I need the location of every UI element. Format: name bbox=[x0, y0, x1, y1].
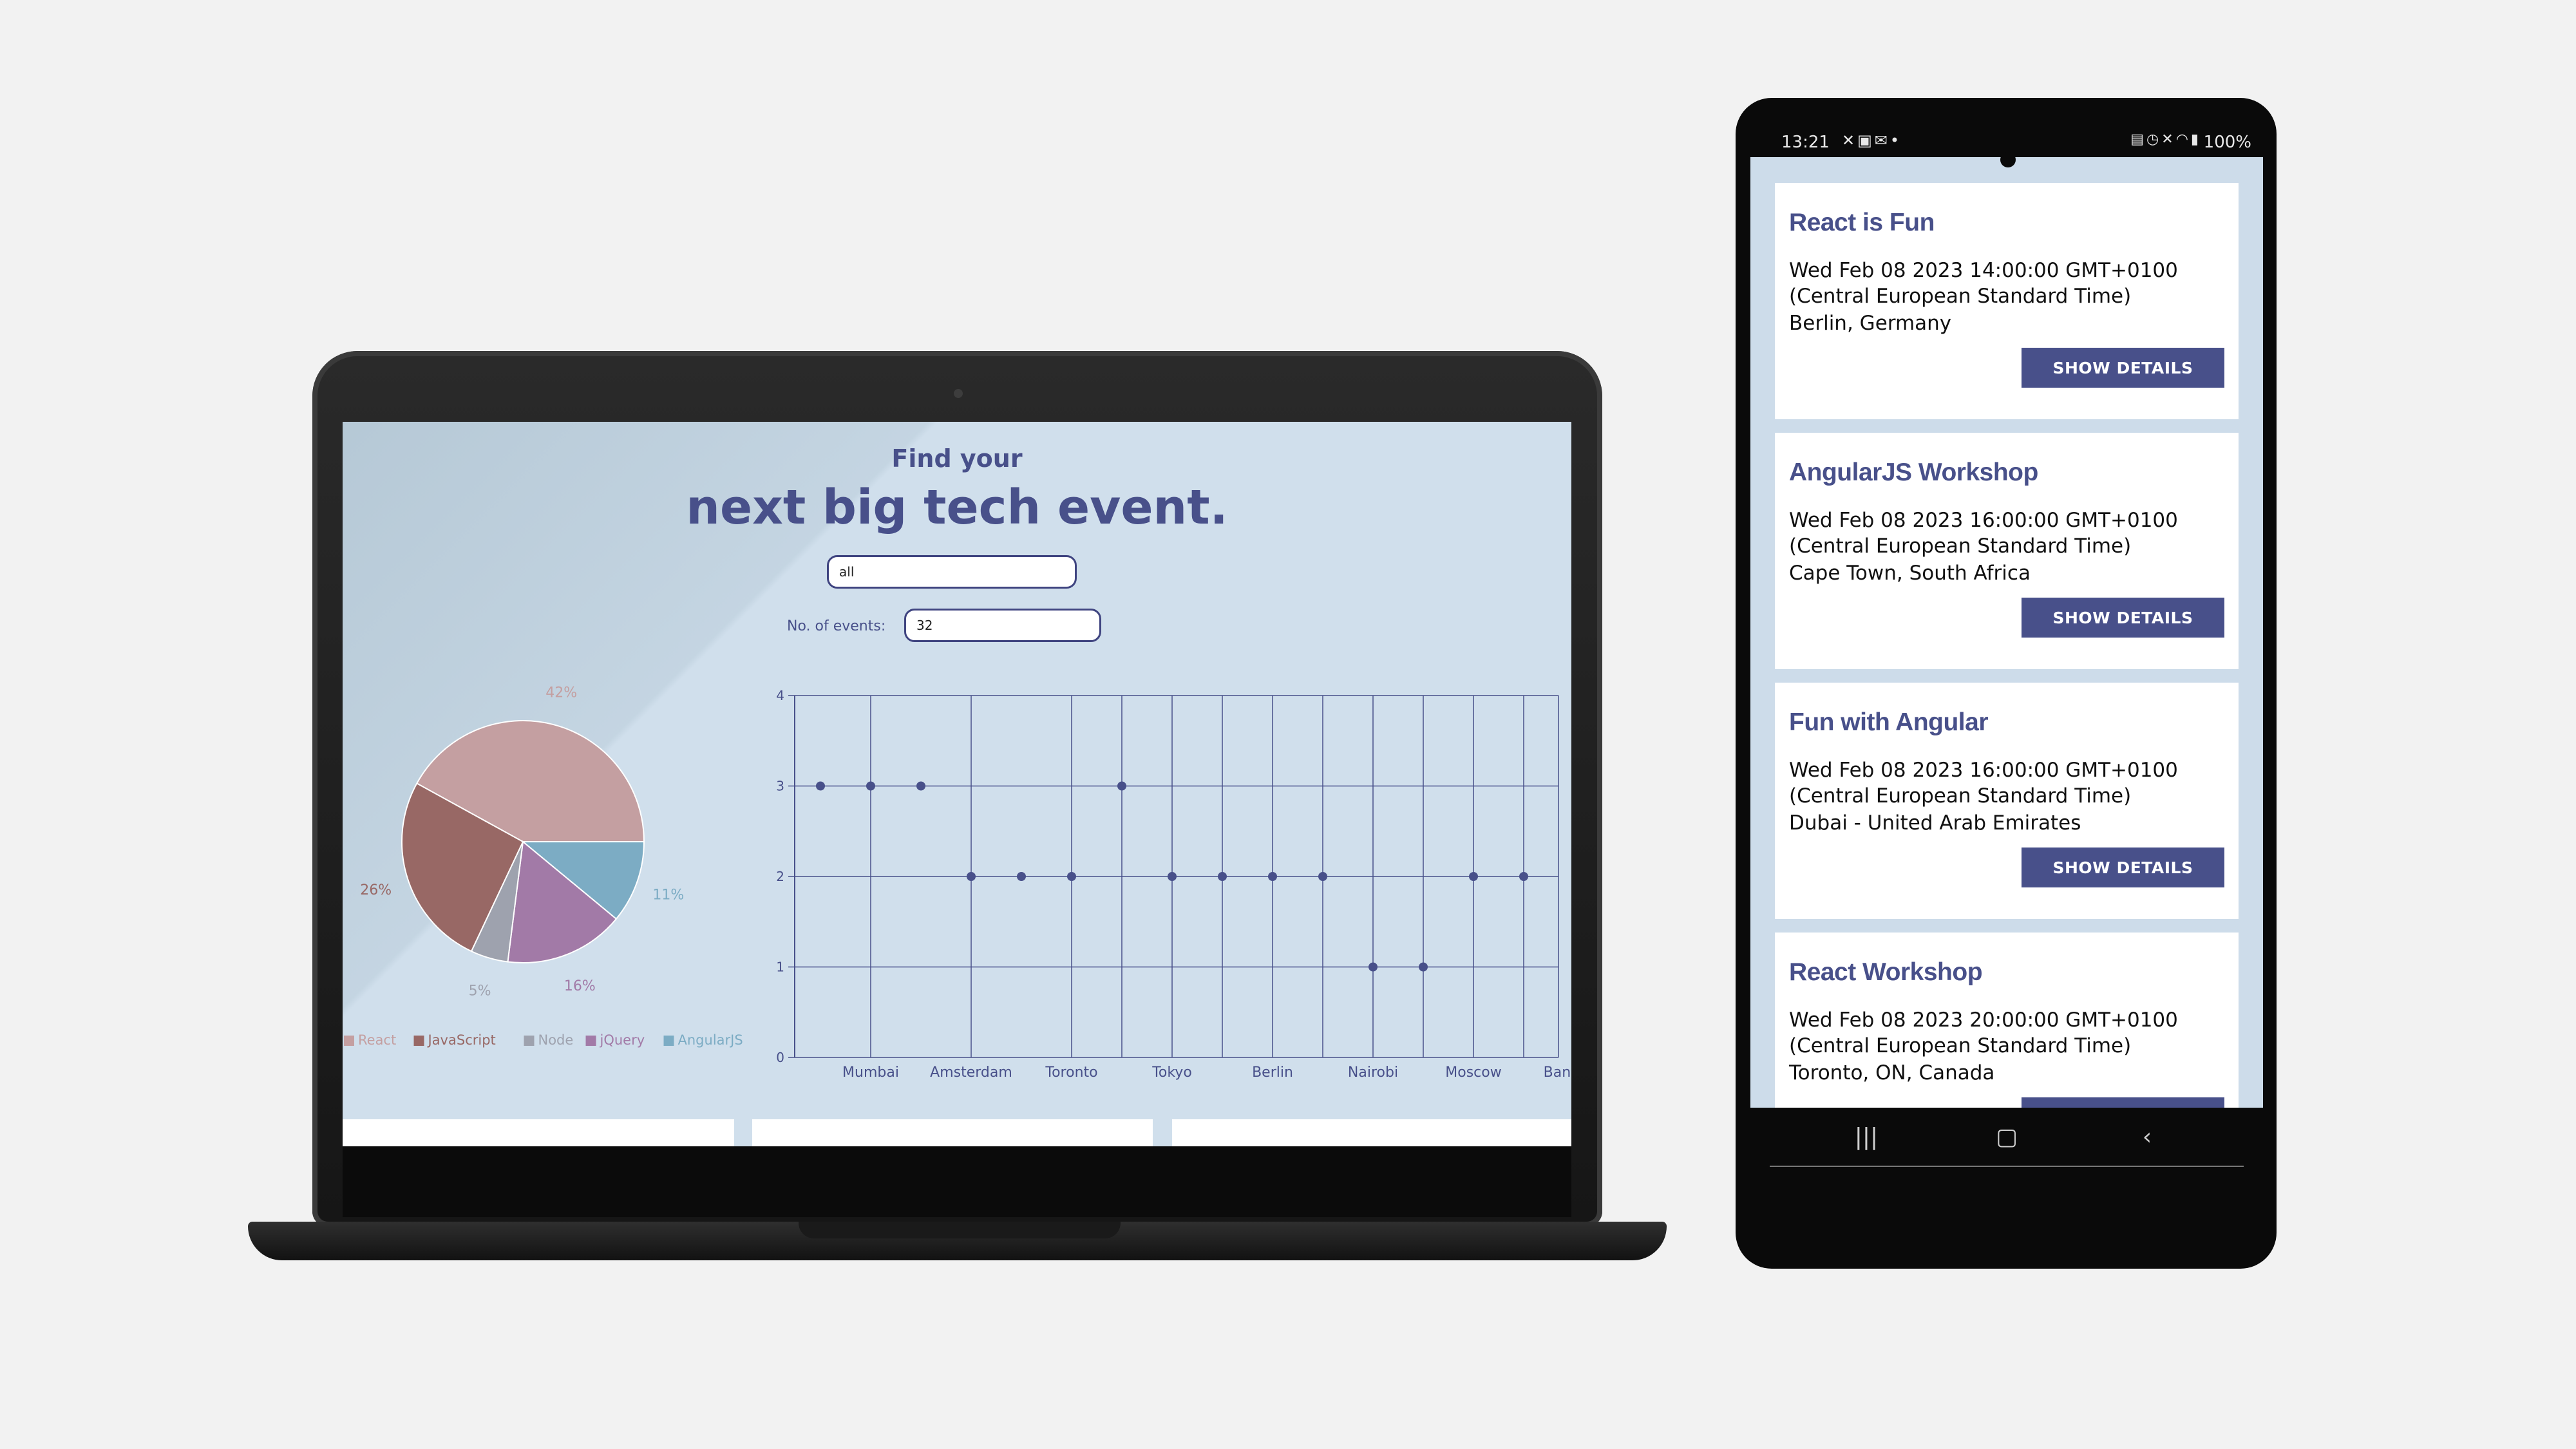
event-date: Wed Feb 08 2023 14:00:00 GMT+0100 (Centr… bbox=[1789, 259, 2178, 308]
x-tick-label: Nairobi bbox=[1348, 1065, 1398, 1081]
scatter-point bbox=[866, 781, 875, 791]
scatter-point bbox=[1268, 872, 1277, 881]
scatter-point bbox=[1168, 872, 1177, 881]
event-location: Cape Town, South Africa bbox=[1789, 562, 2031, 585]
event-location: Toronto, ON, Canada bbox=[1789, 1061, 1995, 1084]
show-details-button[interactable]: SHOW DETAILS bbox=[2022, 598, 2224, 638]
laptop-screen: Find your next big tech event. No. of ev… bbox=[343, 422, 1571, 1146]
battery-level: 100% bbox=[2203, 133, 2251, 152]
scatter-chart: 0 1 2 3 4 Mumbai Amsterdam Toronto Tokyo Berlin Na… bbox=[776, 688, 1571, 1081]
y-tick-label: 2 bbox=[776, 869, 784, 884]
laptop-hinge-notch bbox=[799, 1222, 1121, 1238]
x-tick-label: Toronto bbox=[1045, 1065, 1097, 1081]
recents-icon[interactable]: ||| bbox=[1854, 1124, 1879, 1150]
event-card: AngularJS Workshop Wed Feb 08 2023 16:00… bbox=[1775, 433, 2239, 669]
legend-entry: AngularJS bbox=[678, 1032, 743, 1048]
events-number-input[interactable] bbox=[904, 609, 1101, 642]
dot-icon: • bbox=[1889, 131, 1902, 149]
event-title: React Workshop bbox=[1789, 958, 1983, 986]
pie-slice-javascript bbox=[401, 782, 524, 952]
pie-slice-angularjs bbox=[521, 841, 645, 920]
x-tick-label: Berlin bbox=[1252, 1065, 1293, 1081]
y-tick-label: 3 bbox=[776, 779, 784, 794]
scatter-point bbox=[816, 781, 825, 791]
hero-title: next big tech event. bbox=[686, 480, 1228, 535]
event-title: React is Fun bbox=[1789, 209, 1935, 236]
status-time: 13:21 bbox=[1781, 133, 1830, 152]
front-camera bbox=[2000, 152, 2016, 167]
pie-chart: 42% 11% 16% 5% 26% React JavaScript Node jQuery A… bbox=[344, 685, 743, 1048]
scatter-point bbox=[916, 781, 925, 791]
show-details-button[interactable]: SHOW DETAILS bbox=[2022, 848, 2224, 887]
home-icon[interactable]: ▢ bbox=[1995, 1124, 2018, 1150]
pie-slice-react bbox=[415, 720, 645, 842]
laptop-camera bbox=[954, 389, 963, 398]
android-nav-bar: ||| ▢ ‹ bbox=[1750, 1108, 2263, 1174]
x-icon: ✕ bbox=[1842, 131, 1858, 149]
pie-data-label: 5% bbox=[469, 983, 491, 999]
phone-screen: 13:21 ✕▣✉• ▤◷✕◠▮ 100% React is Fun Wed F… bbox=[1750, 128, 2263, 1174]
wifi-icon: ◠ bbox=[2175, 131, 2191, 147]
scatter-point bbox=[1368, 962, 1378, 972]
alarm-icon: ◷ bbox=[2146, 131, 2162, 147]
laptop-bezel bbox=[343, 1146, 1571, 1217]
scatter-point bbox=[1419, 962, 1428, 972]
scatter-point bbox=[967, 872, 976, 881]
scatter-point bbox=[1318, 872, 1327, 881]
scatter-point bbox=[1218, 872, 1227, 881]
legend-entry: JavaScript bbox=[427, 1032, 496, 1048]
x-tick-label: Tokyo bbox=[1151, 1065, 1192, 1081]
legend-swatch bbox=[344, 1036, 354, 1046]
event-card-preview bbox=[1172, 1119, 1571, 1146]
x-tick-label: Mumbai bbox=[842, 1065, 899, 1081]
pie-data-label: 16% bbox=[564, 978, 596, 994]
image-icon: ▣ bbox=[1857, 131, 1875, 149]
pie-data-label: 26% bbox=[360, 882, 392, 898]
hero-subtitle: Find your bbox=[891, 444, 1023, 473]
x-tick-label: Moscow bbox=[1445, 1065, 1501, 1081]
city-search-input[interactable] bbox=[827, 555, 1077, 589]
signal-icon: ▮ bbox=[2190, 131, 2201, 147]
mute-icon: ✕ bbox=[2161, 131, 2176, 147]
x-tick-label: Amsterdam bbox=[930, 1065, 1012, 1081]
scatter-point bbox=[1117, 781, 1126, 791]
back-icon[interactable]: ‹ bbox=[2142, 1124, 2152, 1150]
scatter-point bbox=[1469, 872, 1478, 881]
event-date: Wed Feb 08 2023 20:00:00 GMT+0100 (Centr… bbox=[1789, 1009, 2178, 1057]
gesture-divider bbox=[1770, 1166, 2244, 1167]
y-tick-label: 4 bbox=[776, 688, 784, 703]
event-card-preview bbox=[343, 1119, 734, 1146]
pie-slice-jquery bbox=[507, 840, 618, 963]
scatter-point bbox=[1017, 872, 1026, 881]
x-tick-label: Bangkok bbox=[1544, 1065, 1571, 1081]
legend-entry: jQuery bbox=[600, 1032, 645, 1048]
system-icons: ▤◷✕◠▮ bbox=[2130, 131, 2201, 147]
show-details-button[interactable]: SHOW DETAILS bbox=[2022, 348, 2224, 388]
notification-icons: ✕▣✉• bbox=[1842, 131, 1902, 149]
pie-data-label: 11% bbox=[652, 887, 684, 903]
event-card: Fun with Angular Wed Feb 08 2023 16:00:0… bbox=[1775, 683, 2239, 919]
event-card-preview bbox=[752, 1119, 1153, 1146]
event-date: Wed Feb 08 2023 16:00:00 GMT+0100 (Centr… bbox=[1789, 509, 2178, 558]
scatter-point bbox=[1067, 872, 1076, 881]
event-title: Fun with Angular bbox=[1789, 708, 1989, 736]
event-title: AngularJS Workshop bbox=[1789, 459, 2038, 486]
mail-icon: ✉ bbox=[1874, 131, 1890, 149]
legend-entry: Node bbox=[538, 1032, 574, 1048]
legend-swatch bbox=[585, 1036, 596, 1046]
pie-data-label: 42% bbox=[545, 685, 577, 701]
event-date: Wed Feb 08 2023 16:00:00 GMT+0100 (Centr… bbox=[1789, 759, 2178, 808]
lock-icon: ▤ bbox=[2130, 131, 2147, 147]
legend-entry: React bbox=[358, 1032, 396, 1048]
event-card: React is Fun Wed Feb 08 2023 14:00:00 GM… bbox=[1775, 183, 2239, 419]
legend-swatch bbox=[524, 1036, 535, 1046]
legend-swatch bbox=[663, 1036, 674, 1046]
event-location: Berlin, Germany bbox=[1789, 312, 1952, 335]
event-location: Dubai - United Arab Emirates bbox=[1789, 811, 2081, 835]
y-tick-label: 1 bbox=[776, 960, 784, 975]
events-number-label: No. of events: bbox=[787, 618, 886, 634]
scatter-point bbox=[1519, 872, 1528, 881]
legend-swatch bbox=[413, 1036, 424, 1046]
y-tick-label: 0 bbox=[776, 1050, 784, 1065]
